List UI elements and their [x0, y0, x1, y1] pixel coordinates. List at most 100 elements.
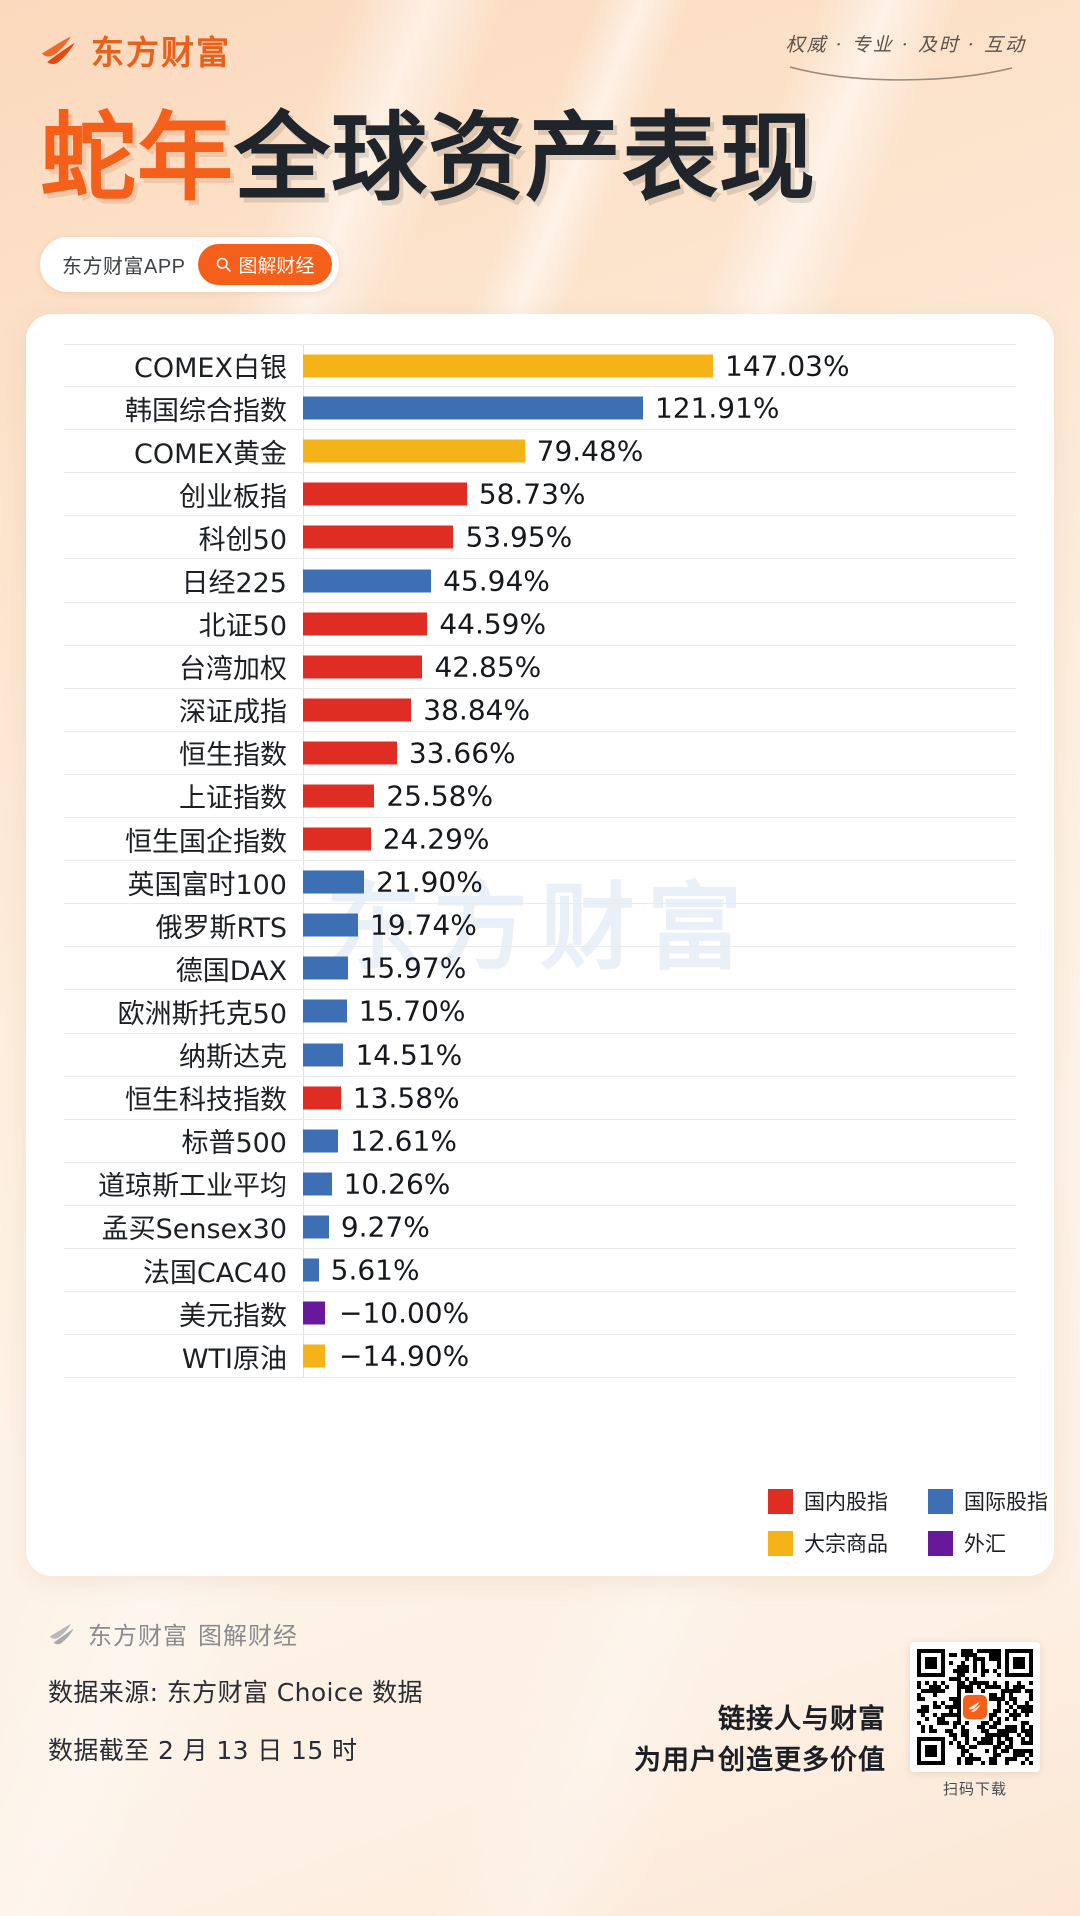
bar-category-label: 法国CAC40	[142, 1257, 287, 1289]
legend-swatch	[928, 1530, 953, 1556]
bar	[303, 956, 348, 980]
legend-item: 大宗商品	[768, 1528, 888, 1558]
bar-value-label: 58.73%	[478, 477, 586, 511]
bar-category-label: 俄罗斯RTS	[155, 912, 287, 944]
qr-center-logo-icon	[963, 1695, 987, 1719]
bar-category-label: 欧洲斯托克50	[117, 998, 287, 1030]
bar-plot-area: 21.90%	[303, 861, 1016, 904]
bar-value-label: 15.97%	[359, 951, 467, 985]
bar-category-label: 韩国综合指数	[125, 395, 287, 427]
bar-value-label: 24.29%	[382, 822, 490, 856]
legend-label: 外汇	[964, 1532, 1006, 1556]
header-topbar: 东方财富 权威 · 专业 · 及时 · 互动	[40, 26, 1040, 83]
asset-performance-bar-chart: COMEX白银 147.03% 韩国综合指数 121.91% COMEX黄金 79.48%…	[64, 344, 1016, 1546]
table-row: 英国富时100 21.90%	[64, 861, 1016, 905]
bar-plot-area: 13.58%	[303, 1076, 1016, 1119]
bar	[303, 1215, 329, 1239]
bar-category-label: 德国DAX	[175, 955, 287, 987]
bar-plot-area: 147.03%	[303, 345, 1016, 387]
bar	[303, 870, 365, 894]
page-footer: 东方财富 图解财经 数据来源: 东方财富 Choice 数据 数据截至 2 月 …	[48, 1616, 1040, 1798]
qr-code[interactable]	[910, 1642, 1040, 1772]
legend-swatch	[768, 1488, 793, 1514]
bar	[303, 612, 428, 636]
app-badge-cta-label: 图解财经	[238, 255, 315, 277]
bar	[303, 1301, 325, 1325]
chart-card: 东方财富 COMEX白银 147.03% 韩国综合指数 121.91% COMEX黄金 7…	[26, 314, 1054, 1576]
chart-legend: 国内股指 国际股指大宗商品 外汇	[768, 1486, 1048, 1558]
app-badge[interactable]: 东方财富APP 图解财经	[40, 236, 339, 292]
bar	[303, 698, 412, 722]
brand-logo: 东方财富	[40, 26, 231, 74]
bar-category-label: COMEX黄金	[134, 438, 287, 470]
table-row: 德国DAX 15.97%	[64, 947, 1016, 991]
bar-category-label: 孟买Sensex30	[101, 1214, 287, 1246]
bar-plot-area: 45.94%	[303, 559, 1016, 602]
table-row: 创业板指 58.73%	[64, 473, 1016, 517]
table-row: 法国CAC40 5.61%	[64, 1248, 1016, 1293]
table-row: 恒生国企指数 24.29%	[64, 818, 1016, 862]
bar-value-label: 121.91%	[654, 391, 780, 425]
legend-swatch	[928, 1488, 953, 1514]
page-title-rest: 全球资产表现	[234, 102, 816, 214]
bar	[303, 827, 371, 851]
bar-plot-area: 53.95%	[303, 516, 1016, 559]
footer-source: 数据来源: 东方财富 Choice 数据	[48, 1678, 423, 1707]
bar-plot-area: 15.70%	[303, 990, 1016, 1033]
bar-plot-area: 5.61%	[303, 1248, 1016, 1292]
bar-category-label: 日经225	[181, 568, 287, 600]
legend-item: 国内股指	[768, 1486, 888, 1516]
bar-plot-area: 15.97%	[303, 947, 1016, 990]
bar	[303, 354, 713, 378]
legend-label: 国际股指	[964, 1490, 1048, 1514]
legend-label: 国内股指	[804, 1490, 888, 1514]
bar-category-label: COMEX白银	[134, 353, 287, 385]
bar-category-label: 创业板指	[179, 481, 287, 513]
table-row: 科创50 53.95%	[64, 516, 1016, 560]
bar-value-label: 9.27%	[340, 1210, 430, 1244]
table-row: 韩国综合指数 121.91%	[64, 387, 1016, 431]
bar-category-label: 深证成指	[179, 697, 287, 729]
bar-value-label: 44.59%	[439, 607, 547, 641]
bar	[303, 482, 467, 506]
bar	[303, 913, 359, 937]
bar-value-label: 33.66%	[408, 736, 516, 770]
bar-value-label: 38.84%	[423, 693, 531, 727]
bar	[303, 525, 454, 549]
page-header: 东方财富 权威 · 专业 · 及时 · 互动 蛇年全球资产表现 东方财富APP …	[0, 0, 1080, 292]
bar-plot-area: 42.85%	[303, 645, 1016, 688]
table-row: 标普500 12.61%	[64, 1119, 1016, 1163]
table-row: 台湾加权 42.85%	[64, 645, 1016, 689]
bar-value-label: 5.61%	[330, 1253, 420, 1287]
bar-plot-area: 44.59%	[303, 602, 1016, 645]
table-row: 北证50 44.59%	[64, 602, 1016, 646]
page-title-highlight: 蛇年	[40, 102, 234, 214]
bar-plot-area: 9.27%	[303, 1205, 1016, 1248]
qr-caption: 扫码下载	[942, 1780, 1007, 1798]
tagline-block: 权威 · 专业 · 及时 · 互动	[786, 26, 1040, 83]
legend-item: 国际股指	[928, 1486, 1048, 1516]
tagline: 权威 · 专业 · 及时 · 互动	[785, 34, 1026, 56]
table-row: 孟买Sensex30 9.27%	[64, 1205, 1016, 1249]
footer-slogan-line2: 为用户创造更多价值	[634, 1744, 886, 1776]
bar-value-label: 53.95%	[465, 520, 573, 554]
bar	[303, 439, 525, 463]
bar-plot-area: 14.51%	[303, 1033, 1016, 1076]
bar-value-label: 45.94%	[443, 564, 550, 598]
bar-plot-area: 79.48%	[303, 430, 1016, 473]
search-icon	[216, 257, 231, 272]
footer-asof: 数据截至 2 月 13 日 15 时	[48, 1736, 358, 1765]
bar-value-label: 147.03%	[725, 349, 850, 383]
bar-value-label: 42.85%	[434, 650, 542, 684]
app-badge-label: 东方财富APP	[62, 255, 186, 278]
bar-category-label: 道琼斯工业平均	[98, 1171, 287, 1203]
bar	[303, 569, 432, 593]
bar-value-label: 12.61%	[350, 1124, 457, 1158]
page-title: 蛇年全球资产表现	[40, 102, 1040, 214]
bar	[303, 1172, 332, 1196]
bar-category-label: 恒生国企指数	[125, 826, 287, 858]
bar-plot-area: 19.74%	[303, 904, 1016, 947]
app-badge-cta[interactable]: 图解财经	[197, 243, 332, 285]
bar-category-label: 恒生科技指数	[125, 1085, 287, 1117]
bar	[303, 1129, 339, 1153]
